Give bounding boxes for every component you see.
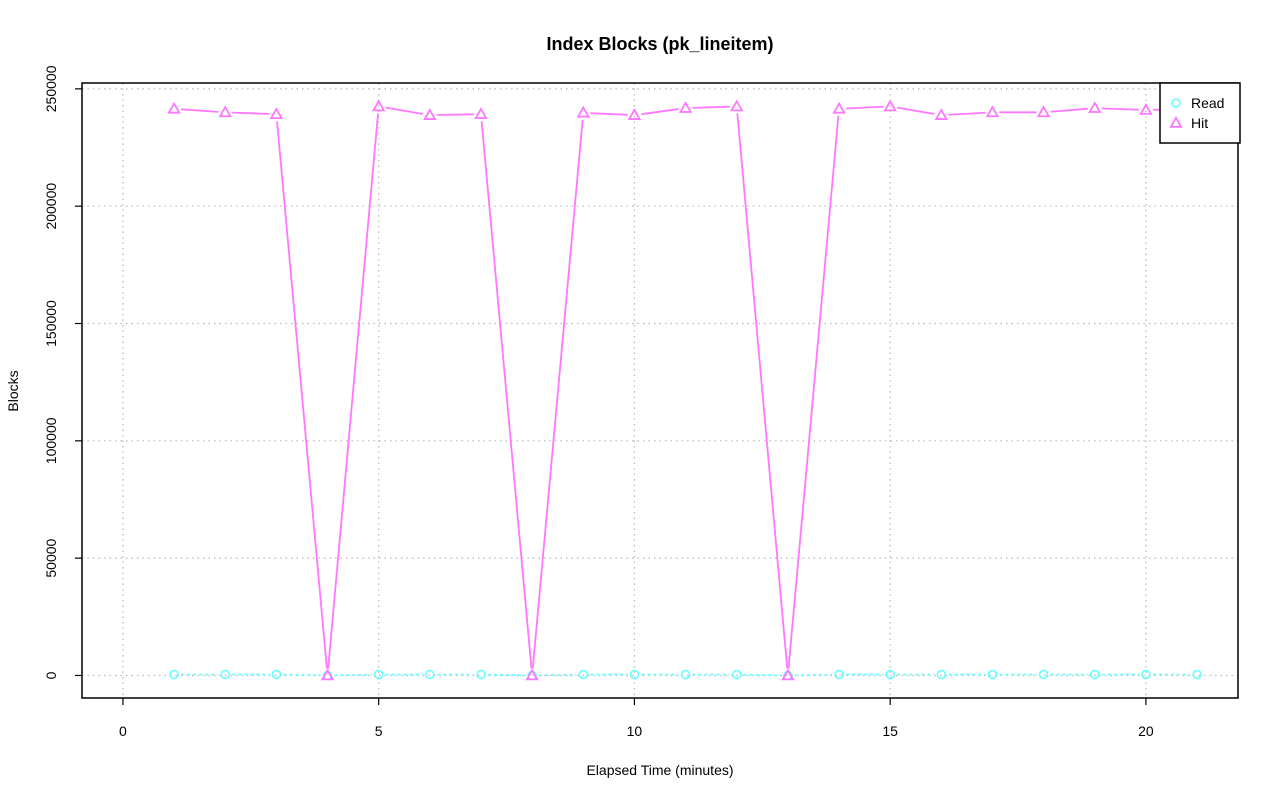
data-point-read [680, 669, 691, 680]
series-segment-hit [1101, 107, 1139, 111]
data-point-hit [678, 101, 693, 113]
data-point-hit [423, 108, 437, 120]
legend-marker-hit [1169, 115, 1183, 128]
x-axis-label: Elapsed Time (minutes) [586, 762, 733, 778]
data-point-read [1038, 669, 1049, 680]
data-point-read [425, 669, 435, 680]
plot-frame [81, 82, 1239, 699]
data-point-hit [883, 99, 897, 112]
series-segment-hit [276, 121, 328, 669]
series-segment-read [487, 673, 526, 677]
y-tick-label: 100000 [43, 417, 59, 464]
data-point-read [629, 669, 640, 680]
data-point-hit [167, 101, 181, 114]
data-point-read [1089, 669, 1100, 680]
legend-marker-read [1171, 98, 1181, 108]
y-tick-label: 50000 [43, 538, 59, 577]
data-point-read [1141, 669, 1151, 680]
data-point-hit [934, 108, 949, 120]
series-segment-hit [1050, 107, 1088, 113]
series-segment-read [794, 673, 833, 677]
series-segment-hit [896, 106, 935, 115]
series-hit [167, 99, 1204, 681]
y-axis-label: Blocks [5, 370, 21, 411]
data-point-hit [371, 99, 386, 112]
series-segment-read [743, 673, 781, 677]
series-segment-hit [641, 108, 679, 116]
legend-box [1159, 82, 1241, 144]
legend-label-read: Read [1191, 95, 1224, 111]
data-point-hit [1139, 102, 1153, 115]
data-point-read [373, 669, 384, 680]
series-segment-read [283, 673, 321, 677]
x-tick-label: 10 [627, 723, 643, 739]
series-segment-hit [590, 112, 628, 116]
x-tick-label: 5 [375, 723, 383, 739]
x-tick-label: 15 [882, 723, 898, 739]
data-point-hit [627, 108, 642, 120]
series-segment-hit [180, 108, 219, 113]
series-segment-hit [692, 105, 730, 109]
data-point-read [834, 669, 844, 680]
legend-label-hit: Hit [1191, 115, 1208, 131]
series-segment-hit [736, 113, 789, 669]
series-segment-hit [480, 121, 533, 669]
data-point-hit [832, 101, 846, 114]
data-point-read [987, 669, 998, 680]
data-point-hit [576, 105, 591, 118]
data-point-read [271, 669, 282, 680]
x-tick-label: 0 [119, 723, 127, 739]
data-point-hit [525, 668, 539, 681]
series-segment-hit [232, 111, 270, 115]
series-segment-hit [436, 113, 474, 116]
y-tick-label: 0 [43, 671, 59, 679]
grid-layer [82, 83, 1238, 698]
series-segment-hit [845, 105, 884, 110]
data-point-hit [1036, 105, 1051, 118]
data-point-hit [269, 107, 284, 120]
data-point-read [476, 669, 486, 680]
y-tick-label: 200000 [43, 183, 59, 230]
data-point-hit [320, 668, 335, 681]
series-segment-read [539, 673, 577, 677]
data-point-read [169, 669, 179, 680]
axis-layer: 0 5 10 15 20 0 50000 100000 150000 200000 250000 [43, 65, 1154, 739]
data-point-read [731, 669, 742, 680]
series-segment-hit [787, 115, 840, 669]
data-point-hit [474, 107, 488, 120]
data-point-hit [729, 99, 744, 112]
x-tick-label: 20 [1138, 723, 1154, 739]
series-segment-read [334, 673, 372, 677]
y-tick-label: 250000 [43, 65, 59, 112]
chart-title: Index Blocks (pk_lineitem) [546, 34, 773, 54]
data-point-hit [1088, 101, 1102, 113]
data-point-read [1192, 669, 1202, 680]
data-point-hit [985, 105, 1000, 118]
data-point-hit [781, 668, 795, 681]
series-segment-hit [531, 119, 584, 669]
y-tick-label: 150000 [43, 300, 59, 347]
data-point-hit [218, 105, 232, 118]
series-segment-hit [327, 113, 379, 669]
legend: Read Hit [1159, 82, 1241, 144]
data-point-read [885, 669, 895, 680]
data-point-read [220, 669, 231, 680]
series-segment-hit [948, 111, 986, 116]
series-segment-hit [385, 106, 424, 115]
series-layer [167, 99, 1204, 681]
data-point-read [936, 669, 947, 680]
data-point-read [578, 669, 589, 680]
